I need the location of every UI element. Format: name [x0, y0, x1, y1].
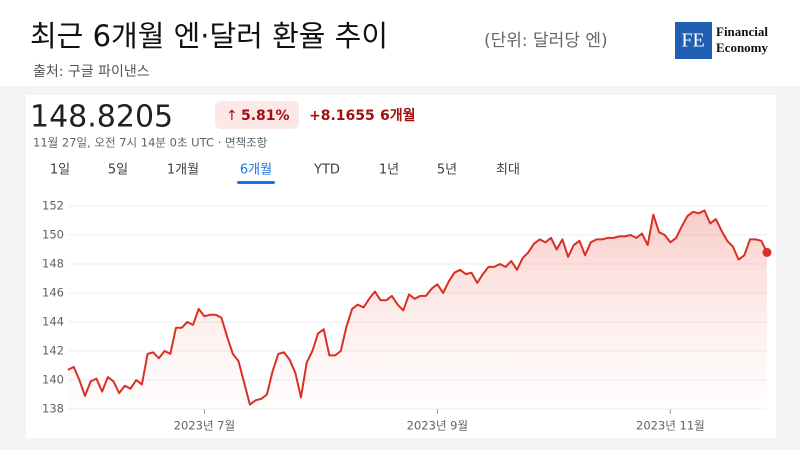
title: 최근 6개월 엔·달러 환율 추이 — [30, 19, 388, 53]
tabs: 1일 5일 1개월 6개월 YTD 1년 5년 최대 — [50, 163, 520, 184]
logo-box — [675, 22, 712, 59]
line — [67, 209, 768, 406]
tab[interactable]: 1년 — [379, 163, 399, 178]
timestamp: 11월 27일, 오전 7시 14분 0초 UTC · 면책조항 — [33, 136, 268, 150]
price: 148.8205 — [30, 100, 173, 135]
tab[interactable]: 1개월 — [167, 163, 199, 178]
y-tick-label: 150 — [42, 228, 64, 242]
y-tick-label: 152 — [42, 199, 64, 213]
tab[interactable]: 최대 — [496, 163, 520, 178]
tab[interactable]: 5년 — [437, 163, 457, 178]
change-pct: 5.81% — [241, 108, 290, 124]
tab[interactable]: 1일 — [50, 163, 70, 178]
y-tick-label: 138 — [42, 402, 64, 416]
y-tick-label: 140 — [42, 373, 64, 387]
x-tick-label: 2023년 11월 — [636, 419, 705, 433]
last-point — [762, 247, 772, 257]
plot: 138 140 142 144 146 148 150 152 2023년 7월 2023년 9월… — [42, 199, 772, 433]
y-tick-label: 144 — [42, 315, 64, 329]
change-badge — [215, 101, 299, 129]
change-period: 6개월 — [380, 107, 416, 124]
logo-mark: FE — [681, 30, 704, 52]
y-tick-label: 148 — [42, 257, 64, 271]
change-abs: +8.1655 — [309, 108, 375, 124]
logo-text: Financial — [716, 24, 768, 39]
tab-indicator — [237, 181, 275, 184]
y-tick-label: 146 — [42, 286, 64, 300]
x-tick-label: 2023년 7월 — [174, 419, 235, 433]
tab[interactable]: YTD — [313, 163, 340, 178]
source: 출처: 구글 파이낸스 — [33, 64, 150, 80]
area — [68, 210, 767, 409]
x-tick-label: 2023년 9월 — [407, 419, 468, 433]
logo-text: Economy — [716, 40, 769, 55]
subtitle: (단위: 달러당 엔) — [484, 31, 608, 51]
tab[interactable]: 5일 — [108, 163, 128, 178]
tab[interactable]: 6개월 — [240, 163, 272, 178]
arrow-icon: ↑ — [226, 108, 238, 124]
y-tick-label: 142 — [42, 344, 64, 358]
